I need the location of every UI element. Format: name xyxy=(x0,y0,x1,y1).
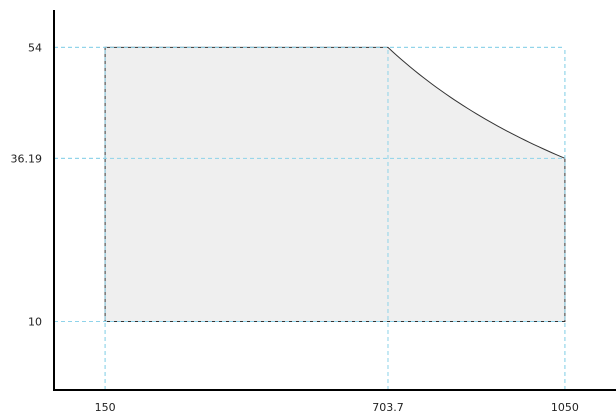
y-tick-label: 10 xyxy=(28,315,42,328)
x-tick-labels: 150 703.7 1050 xyxy=(95,401,579,414)
y-tick-label: 36.19 xyxy=(11,152,43,165)
reference-lines-overlay xyxy=(54,46,566,390)
operating-region xyxy=(104,46,566,322)
y-tick-label: 54 xyxy=(28,41,42,54)
x-tick-label: 703.7 xyxy=(372,401,404,414)
y-tick-labels: 10 36.19 54 xyxy=(11,41,43,328)
x-tick-label: 150 xyxy=(95,401,116,414)
x-tick-label: 1050 xyxy=(551,401,579,414)
